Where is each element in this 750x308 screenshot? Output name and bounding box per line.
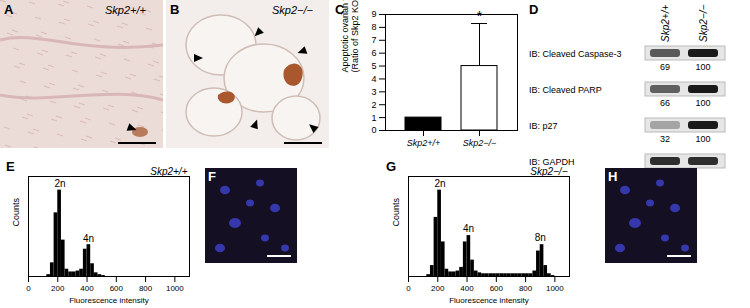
svg-text:200: 200 xyxy=(51,284,65,293)
svg-text:Counts: Counts xyxy=(11,197,21,226)
html-text:Skp2−/−: Skp2−/− xyxy=(272,4,313,16)
svg-text:IB: GAPDH: IB: GAPDH xyxy=(529,157,575,167)
svg-text:8n: 8n xyxy=(535,232,546,243)
svg-text:Skp2+/+: Skp2+/+ xyxy=(660,5,671,42)
svg-text:4n: 4n xyxy=(463,223,474,234)
html-text:E: E xyxy=(6,159,15,174)
svg-text:400: 400 xyxy=(460,284,474,293)
html-text:A: A xyxy=(4,2,14,17)
svg-text:800: 800 xyxy=(519,284,533,293)
svg-text:4n: 4n xyxy=(83,233,94,244)
svg-text:100: 100 xyxy=(695,62,710,72)
svg-text:800: 800 xyxy=(139,284,153,293)
html-text:C: C xyxy=(335,2,345,17)
svg-text:Skp2+/+: Skp2+/+ xyxy=(407,138,441,148)
svg-text:7: 7 xyxy=(371,35,376,45)
html-text:Skp2+/+: Skp2+/+ xyxy=(105,4,146,16)
svg-text:IB: Cleaved PARP: IB: Cleaved PARP xyxy=(529,85,602,95)
svg-text:100: 100 xyxy=(695,98,710,108)
svg-text:0: 0 xyxy=(371,125,376,135)
svg-text:600: 600 xyxy=(110,284,124,293)
svg-text:600: 600 xyxy=(490,284,504,293)
svg-text:3: 3 xyxy=(371,87,376,97)
svg-text:Counts: Counts xyxy=(391,197,401,226)
svg-text:9: 9 xyxy=(371,9,376,19)
html-text:G: G xyxy=(386,159,397,174)
svg-text:8: 8 xyxy=(371,22,376,32)
svg-text:4: 4 xyxy=(371,74,376,84)
svg-text:1: 1 xyxy=(371,112,376,122)
svg-text:2n: 2n xyxy=(434,178,445,189)
svg-text:69: 69 xyxy=(660,62,670,72)
html-text:H: H xyxy=(608,169,618,184)
html-text:F: F xyxy=(208,169,216,184)
svg-text:2: 2 xyxy=(371,100,376,110)
svg-text:0: 0 xyxy=(406,284,411,293)
svg-text:IB: p27: IB: p27 xyxy=(529,121,558,131)
svg-text:Fluorescence intensity: Fluorescence intensity xyxy=(69,296,149,305)
html-text:D: D xyxy=(529,2,539,17)
svg-text:Skp2−/−: Skp2−/− xyxy=(463,138,497,148)
svg-text:Skp2−/−: Skp2−/− xyxy=(698,5,709,42)
svg-text:200: 200 xyxy=(431,284,445,293)
svg-text:*: * xyxy=(477,8,483,24)
svg-text:IB: Cleaved Caspase-3: IB: Cleaved Caspase-3 xyxy=(529,49,622,59)
svg-text:Skp2+/+: Skp2+/+ xyxy=(150,166,187,177)
svg-text:6: 6 xyxy=(371,48,376,58)
svg-text:32: 32 xyxy=(660,134,670,144)
svg-text:2n: 2n xyxy=(54,178,65,189)
svg-text:400: 400 xyxy=(80,284,94,293)
svg-text:Skp2−/−: Skp2−/− xyxy=(530,166,567,177)
svg-text:1000: 1000 xyxy=(546,284,564,293)
svg-text:Fluorescence intensity: Fluorescence intensity xyxy=(449,296,529,305)
svg-text:5: 5 xyxy=(371,61,376,71)
svg-text:0: 0 xyxy=(26,284,31,293)
svg-text:100: 100 xyxy=(695,134,710,144)
svg-text:66: 66 xyxy=(660,98,670,108)
svg-text:1000: 1000 xyxy=(166,284,184,293)
html-text:B: B xyxy=(170,2,180,17)
